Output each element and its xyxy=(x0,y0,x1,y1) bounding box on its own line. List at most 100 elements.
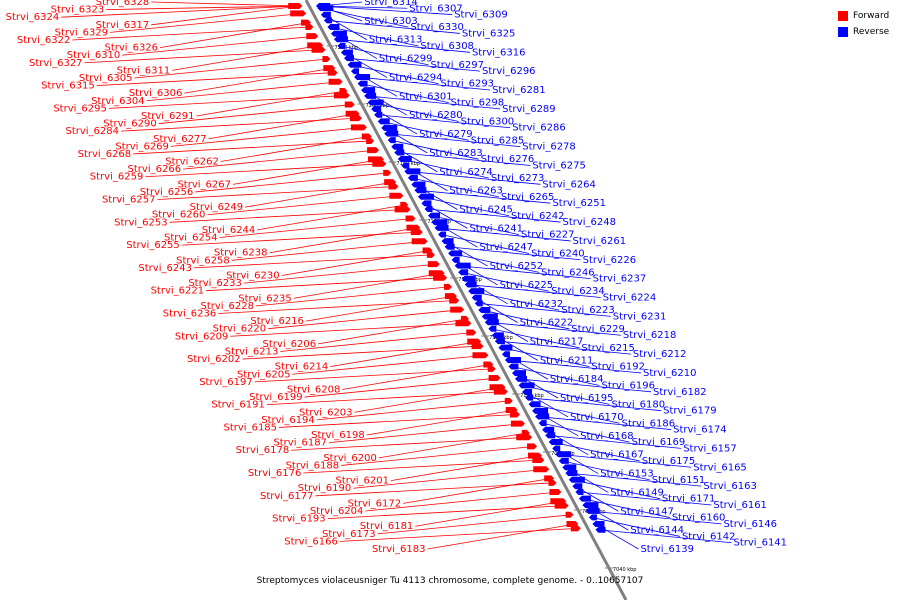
gene-feature-strvi-6186 xyxy=(528,401,541,408)
leader-line-strvi-6283 xyxy=(384,127,428,154)
leader-line-strvi-6163 xyxy=(568,472,702,487)
leader-line-strvi-6326 xyxy=(159,22,309,48)
tick-label-7200-kbp: 7200 kbp xyxy=(365,103,389,109)
gene-label-strvi-6170: Strvi_6170 xyxy=(570,412,624,423)
gene-feature-strvi-6285 xyxy=(377,118,390,125)
gene-label-strvi-6173: Strvi_6173 xyxy=(322,529,376,540)
leader-line-strvi-6142 xyxy=(591,517,681,537)
gene-label-strvi-6180: Strvi_6180 xyxy=(612,399,666,410)
gene-feature-strvi-6313 xyxy=(320,11,331,18)
gene-label-strvi-6301: Strvi_6301 xyxy=(399,91,453,102)
gene-label-strvi-6246: Strvi_6246 xyxy=(541,267,595,278)
gene-label-strvi-6303: Strvi_6303 xyxy=(364,16,418,27)
leader-line-strvi-6198 xyxy=(366,409,515,436)
gene-label-strvi-6196: Strvi_6196 xyxy=(601,381,655,392)
leader-line-strvi-6281 xyxy=(357,76,491,91)
leader-line-strvi-6330 xyxy=(320,7,409,28)
leader-line-strvi-6147 xyxy=(575,485,619,512)
leader-line-strvi-6151 xyxy=(561,460,650,481)
gene-label-strvi-6255: Strvi_6255 xyxy=(126,240,180,251)
leader-line-strvi-6258 xyxy=(231,240,425,261)
gene-label-strvi-6262: Strvi_6262 xyxy=(165,157,219,168)
gene-label-strvi-6197: Strvi_6197 xyxy=(199,377,253,388)
leader-line-strvi-6256 xyxy=(195,172,389,193)
gene-label-strvi-6296: Strvi_6296 xyxy=(482,66,536,77)
leader-line-strvi-6317 xyxy=(151,5,300,26)
gene-label-strvi-6178: Strvi_6178 xyxy=(236,445,290,456)
leader-line-strvi-6153 xyxy=(555,448,599,474)
leader-line-strvi-6211 xyxy=(494,335,539,361)
gene-feature-strvi-6180 xyxy=(518,382,535,389)
leader-line-strvi-6305 xyxy=(134,58,328,79)
leader-line-strvi-6274 xyxy=(394,146,438,173)
gene-label-strvi-6217: Strvi_6217 xyxy=(530,337,584,348)
leader-line-strvi-6324 xyxy=(61,5,300,18)
gene-feature-strvi-6277 xyxy=(345,110,360,117)
gene-label-strvi-6176: Strvi_6176 xyxy=(248,468,302,479)
gene-label-strvi-6323: Strvi_6323 xyxy=(51,5,105,16)
leader-line-strvi-6213 xyxy=(280,332,474,352)
gene-feature-strvi-6247 xyxy=(431,219,448,226)
leader-line-strvi-6299 xyxy=(333,33,378,59)
gene-label-strvi-6157: Strvi_6157 xyxy=(683,443,737,454)
gene-feature-strvi-6232 xyxy=(461,275,476,282)
gene-label-strvi-6171: Strvi_6171 xyxy=(662,494,716,505)
leader-line-strvi-6291 xyxy=(196,90,345,117)
gene-label-strvi-6222: Strvi_6222 xyxy=(520,318,574,329)
leader-line-strvi-6251 xyxy=(417,189,551,204)
gene-label-strvi-6200: Strvi_6200 xyxy=(323,453,377,464)
leader-line-strvi-6212 xyxy=(497,340,631,355)
gene-feature-strvi-6258 xyxy=(411,238,428,245)
gene-label-strvi-6259: Strvi_6259 xyxy=(90,172,144,183)
forward-swatch xyxy=(838,10,848,21)
gene-label-strvi-6328: Strvi_6328 xyxy=(96,0,150,8)
gene-feature-strvi-6245 xyxy=(411,181,426,188)
leader-line-strvi-6139 xyxy=(595,523,639,550)
leader-line-strvi-6179 xyxy=(528,397,662,412)
leader-line-strvi-6195 xyxy=(514,372,559,399)
gene-label-strvi-6324: Strvi_6324 xyxy=(6,12,60,23)
gene-feature-strvi-6308 xyxy=(327,24,340,31)
tick-label-7040-kbp: 7040 kbp xyxy=(613,567,637,573)
leader-line-strvi-6266 xyxy=(183,149,377,170)
leader-line-strvi-6245 xyxy=(414,184,458,210)
gene-feature-strvi-6151 xyxy=(558,457,569,464)
gene-label-strvi-6187: Strvi_6187 xyxy=(273,438,327,449)
gene-feature-strvi-6198 xyxy=(505,407,518,414)
gene-label-strvi-6244: Strvi_6244 xyxy=(202,225,256,236)
leader-line-strvi-6286 xyxy=(377,114,511,129)
leader-line-strvi-6280 xyxy=(363,89,408,116)
gene-label-strvi-6261: Strvi_6261 xyxy=(573,236,627,247)
gene-feature-strvi-6283 xyxy=(381,124,398,131)
gene-feature-strvi-6249 xyxy=(384,179,397,186)
gene-label-strvi-6273: Strvi_6273 xyxy=(491,173,545,184)
gene-label-strvi-6174: Strvi_6174 xyxy=(673,425,727,436)
leader-line-strvi-6169 xyxy=(541,422,630,443)
leader-line-strvi-6161 xyxy=(578,491,712,506)
gene-label-strvi-6205: Strvi_6205 xyxy=(237,369,291,380)
gene-feature-strvi-6299 xyxy=(330,30,347,37)
leader-line-strvi-6171 xyxy=(571,479,660,500)
gene-label-strvi-6284: Strvi_6284 xyxy=(65,126,119,137)
gene-label-strvi-6286: Strvi_6286 xyxy=(512,123,566,134)
leader-line-strvi-6184 xyxy=(504,353,549,380)
gene-label-strvi-6182: Strvi_6182 xyxy=(653,387,707,398)
gene-label-strvi-6240: Strvi_6240 xyxy=(531,248,585,259)
reverse-swatch xyxy=(838,26,848,37)
gene-feature-strvi-6227 xyxy=(428,212,441,219)
leader-line-strvi-6204 xyxy=(365,491,559,512)
leader-line-strvi-6235 xyxy=(293,272,442,299)
gene-label-strvi-6193: Strvi_6193 xyxy=(272,514,326,525)
leader-line-strvi-6246 xyxy=(451,252,540,273)
gene-feature-strvi-6190 xyxy=(533,466,550,473)
gene-label-strvi-6151: Strvi_6151 xyxy=(652,475,706,486)
gene-label-strvi-6248: Strvi_6248 xyxy=(562,217,616,228)
gene-label-strvi-6254: Strvi_6254 xyxy=(164,233,218,244)
leader-line-strvi-6196 xyxy=(511,366,600,386)
gene-label-strvi-6188: Strvi_6188 xyxy=(286,460,340,471)
leader-line-strvi-6223 xyxy=(471,290,560,311)
leader-line-strvi-6182 xyxy=(517,378,652,393)
leader-line-strvi-6186 xyxy=(531,403,620,424)
leader-line-strvi-6183 xyxy=(427,523,576,550)
gene-label-strvi-6257: Strvi_6257 xyxy=(102,195,156,206)
